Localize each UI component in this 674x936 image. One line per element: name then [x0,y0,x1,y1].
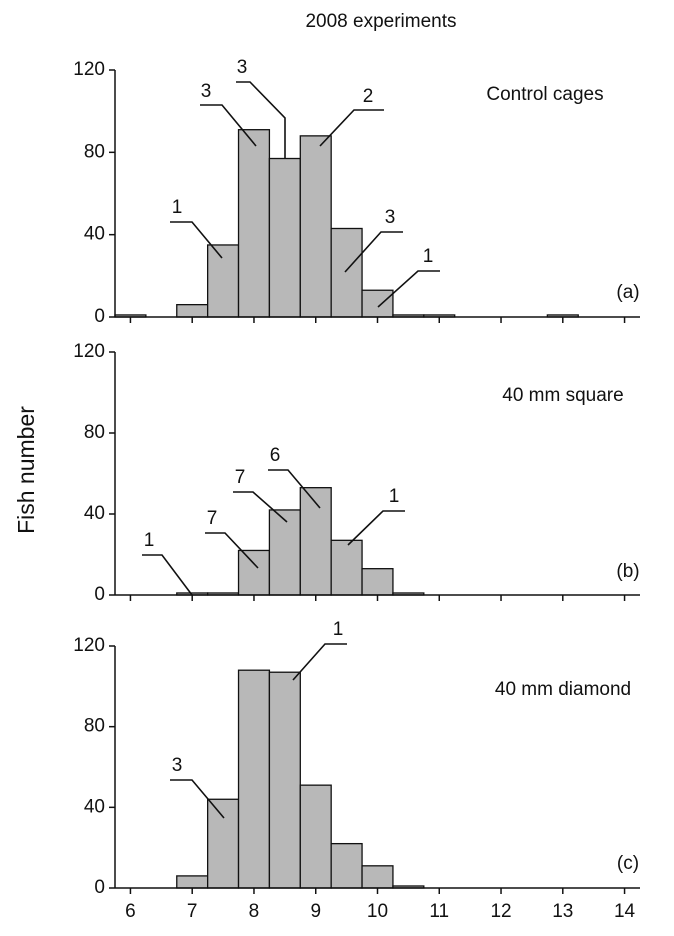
bar [237,129,271,318]
annotation: 6 [270,445,281,466]
panel-label: (a) [616,282,639,303]
panel-label: (b) [616,561,639,582]
x-tick-label: 9 [310,901,321,922]
y-tick-label: 80 [84,422,105,443]
y-tick-label: 40 [84,224,105,245]
bar [176,303,209,318]
bar [330,539,363,596]
annotation: 3 [237,57,248,78]
panel-label: (c) [617,853,639,874]
annotation-leader [200,104,257,147]
y-tick-label: 0 [94,306,105,327]
annotation-leader [205,532,259,569]
panel-title: Control cages [486,84,603,105]
bar [330,842,363,889]
bar [361,865,394,889]
y-axis-label: Fish number [13,406,39,534]
y-tick-label: 120 [73,341,105,362]
annotation-leader [292,643,347,681]
annotation: 1 [172,197,183,218]
annotation: 1 [144,530,155,551]
annotation: 7 [235,467,246,488]
bar [176,875,209,889]
panel-title: 40 mm diamond [495,679,631,700]
y-tick-label: 40 [84,796,105,817]
annotation: 3 [201,81,212,102]
annotation: 2 [363,86,374,107]
bar [299,487,332,596]
bar [206,798,240,889]
bar [361,289,394,318]
bar [268,509,301,596]
annotation-leader [344,231,403,273]
annotation-leader [268,469,321,509]
x-tick-label: 6 [125,901,136,922]
bar [268,671,301,889]
figure-title: 2008 experiments [305,11,456,32]
annotation-leader [347,510,405,546]
x-tick-label: 11 [429,901,449,922]
x-tick-label: 7 [187,901,198,922]
y-tick-label: 0 [94,877,105,898]
annotation: 1 [389,486,400,507]
annotation-leader [319,109,384,147]
bar [330,227,363,318]
bar [299,135,332,318]
y-tick-label: 80 [84,141,105,162]
bar [237,669,271,889]
annotation: 1 [423,246,434,267]
annotation: 3 [172,755,183,776]
bar [361,568,394,596]
y-tick-label: 0 [94,584,105,605]
bar [299,784,332,889]
x-tick-label: 10 [367,901,388,922]
annotation-leader [233,491,288,523]
bar [237,549,271,596]
y-tick-label: 120 [73,635,105,656]
panel-title: 40 mm square [502,385,623,406]
annotation: 7 [207,508,218,529]
x-tick-label: 13 [552,901,573,922]
y-tick-label: 40 [84,503,105,524]
annotation-leader [142,554,193,596]
x-tick-label: 8 [249,901,260,922]
annotation-leader [170,779,225,819]
x-tick-label: 14 [614,901,636,922]
y-tick-label: 80 [84,716,105,737]
y-tick-label: 120 [73,59,105,80]
annotation-leader [377,270,440,308]
annotation: 3 [385,207,396,228]
annotation-leader [170,221,223,259]
annotation: 1 [333,619,344,640]
x-tick-label: 12 [490,901,511,922]
bar [206,244,240,318]
annotation-leader [236,81,286,158]
bar [268,157,301,318]
